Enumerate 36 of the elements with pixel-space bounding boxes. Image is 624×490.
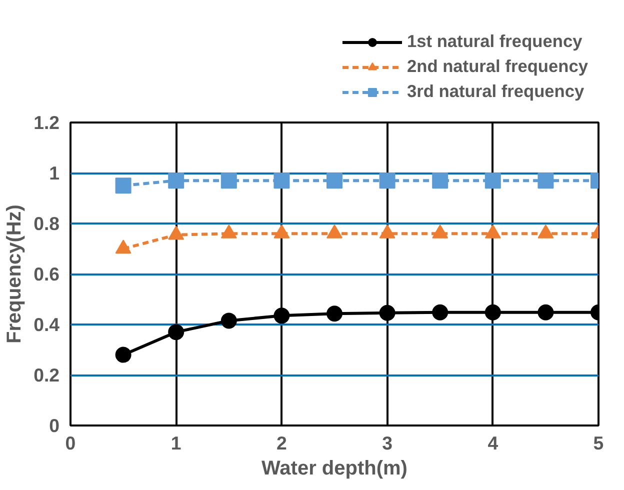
y-tick-label: 0.6	[34, 264, 60, 284]
y-tick-label: 1	[49, 162, 60, 184]
point	[168, 172, 184, 189]
x-tick-label: 1	[170, 432, 182, 454]
x-tick-label: 3	[382, 432, 393, 454]
point	[168, 324, 184, 340]
x-tick-label: 0	[65, 432, 76, 454]
point	[274, 172, 290, 189]
y-tick-label: 1.2	[34, 112, 60, 133]
legend-label: 2nd natural frequency	[406, 56, 588, 77]
y-tick-label: 0	[49, 415, 60, 436]
point	[432, 172, 448, 189]
point	[484, 304, 501, 320]
x-axis-title: Water depth(m)	[262, 458, 408, 480]
point	[484, 172, 501, 189]
point	[220, 312, 237, 329]
point	[538, 172, 554, 189]
point	[538, 304, 554, 320]
point	[326, 306, 342, 322]
x-tick-label: 4	[488, 432, 499, 454]
point	[115, 178, 132, 194]
point	[379, 172, 396, 189]
point	[432, 304, 448, 320]
y-tick-label: 0.4	[34, 314, 60, 335]
point	[326, 172, 342, 189]
y-tick-label: 0.2	[34, 364, 60, 386]
point	[115, 346, 132, 363]
point	[274, 308, 290, 324]
point	[379, 304, 396, 321]
legend-label: 1st natural frequency	[406, 31, 582, 52]
legend-label: 3rd natural frequency	[406, 81, 584, 102]
x-tick-label: 2	[276, 432, 287, 454]
point	[220, 172, 237, 189]
y-tick-label: 0.8	[34, 213, 60, 234]
x-tick-label: 5	[593, 432, 604, 454]
y-axis-title: Frequency(Hz)	[4, 204, 26, 344]
